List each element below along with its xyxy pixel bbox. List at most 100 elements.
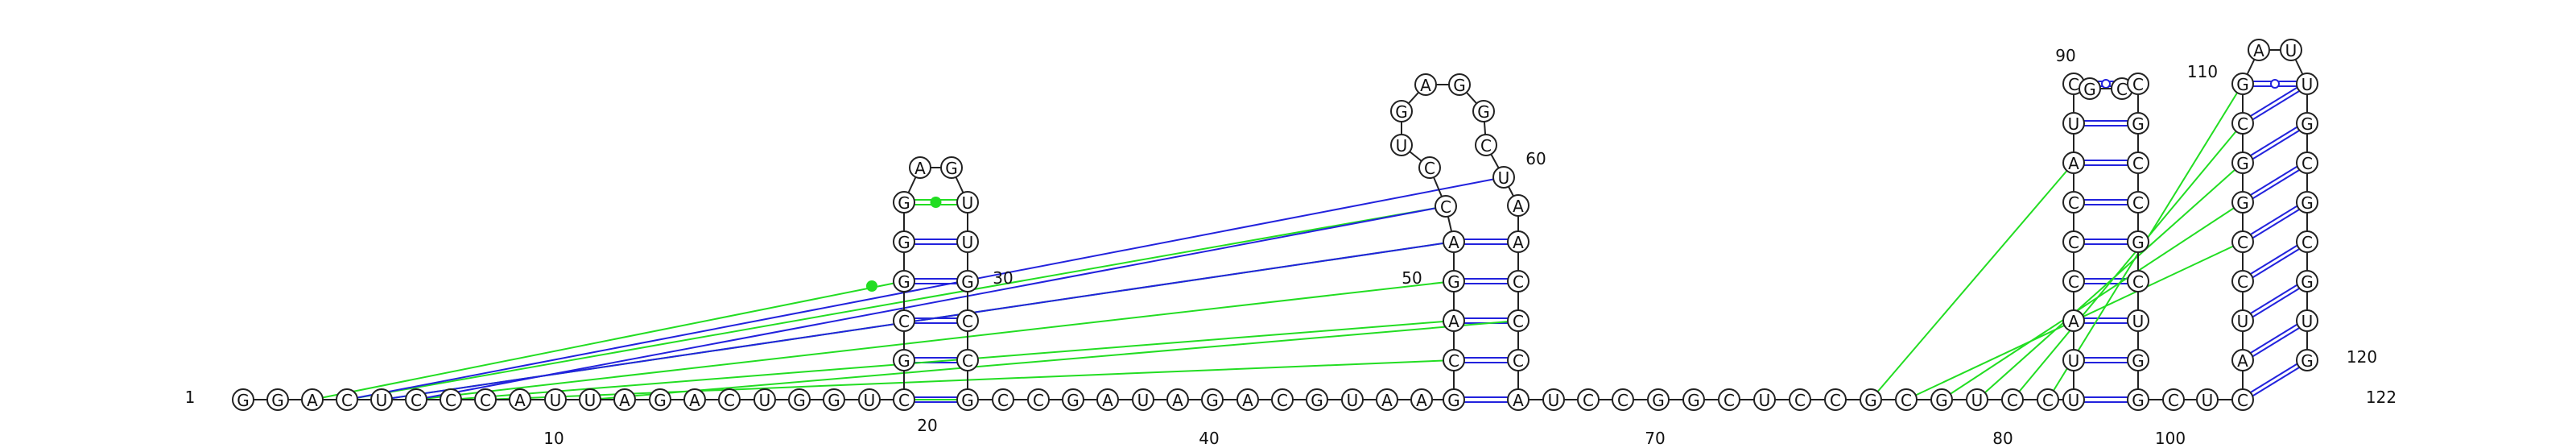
nucleotide-circle [1542, 388, 1565, 411]
nucleotide-circle [1166, 388, 1189, 411]
nucleotide-letter: C [2237, 114, 2248, 134]
nucleotide-letter: G [2083, 80, 2096, 99]
nucleotide: G [2127, 349, 2149, 371]
nucleotide-circle [2127, 230, 2149, 253]
nucleotide-circle [1271, 388, 1294, 411]
nucleotide-circle [956, 230, 979, 253]
nucleotide-letter: U [1137, 391, 1150, 410]
nucleotide-letter: C [1794, 391, 1806, 410]
nucleotide-circle [2127, 349, 2149, 371]
nucleotide: C [1895, 388, 1918, 411]
nucleotide: A [2231, 349, 2254, 371]
nucleotide: G [956, 388, 979, 411]
nucleotide: U [2296, 73, 2318, 95]
nucleotide: G [2231, 73, 2254, 95]
nucleotide: C [474, 388, 497, 411]
nucleotide-letter: U [2301, 75, 2314, 94]
nucleotide-circle [2296, 309, 2318, 332]
nucleotide-circle [893, 388, 915, 411]
nucleotide-letter: U [2285, 41, 2297, 60]
nucleotide: G [893, 230, 915, 253]
nucleotide-circle [1577, 388, 1600, 411]
position-label-60: 60 [1525, 149, 1546, 168]
nucleotide: G [2231, 191, 2254, 214]
nucleotide-circle [1860, 388, 1882, 411]
wobble-pair-marker [2101, 79, 2111, 89]
nucleotide-circle [683, 388, 706, 411]
nucleotide-circle [2062, 112, 2085, 135]
nucleotide: G [893, 270, 915, 292]
nucleotide-circle [858, 388, 881, 411]
nucleotide: A [2248, 39, 2270, 61]
nucleotide: G [1860, 388, 1882, 411]
nucleotide-circle [2248, 39, 2270, 61]
nucleotide-letter: G [2301, 272, 2314, 292]
nucleotide-letter: A [1513, 197, 1524, 216]
nucleotide: C [992, 388, 1014, 411]
nucleotide-circle [2127, 191, 2149, 214]
base-pair-line [2242, 204, 2308, 245]
nucleotide-letter: U [1498, 168, 1510, 188]
nucleotide-letter: A [1416, 391, 1427, 410]
nucleotide: A [2062, 151, 2085, 174]
nucleotide: A [1507, 388, 1530, 411]
tertiary-link [485, 359, 1455, 400]
nucleotide-letter: C [962, 351, 973, 371]
nucleotide-letter: G [1447, 272, 1460, 292]
nucleotide-circle [2162, 388, 2185, 411]
nucleotide-circle [2296, 349, 2318, 371]
nucleotide-circle [956, 270, 979, 292]
tertiary-link [312, 280, 905, 400]
nucleotide-circle [2062, 388, 2085, 411]
nucleotide: U [544, 388, 567, 411]
nucleotide: C [1027, 388, 1050, 411]
nucleotide-circle [2127, 388, 2149, 411]
nucleotide-letter: U [376, 391, 388, 410]
nucleotide-letter: U [2301, 312, 2314, 331]
nucleotide-letter: C [1513, 312, 1524, 331]
nucleotide-letter: C [1901, 391, 1912, 410]
nucleotide-circle [2296, 270, 2318, 292]
position-label-40: 40 [1199, 429, 1219, 448]
nucleotide-letter: G [898, 233, 910, 252]
nucleotide-letter: G [1935, 391, 1948, 410]
base-pair-line [2242, 120, 2308, 161]
nucleotide-circle [1507, 194, 1530, 217]
tertiary-link [450, 320, 1455, 400]
nucleotide-circle [992, 388, 1014, 411]
nucleotide-letter: C [1033, 391, 1044, 410]
position-label-122: 122 [2366, 388, 2396, 407]
nucleotide-circle [2231, 270, 2254, 292]
nucleotide-letter: A [1420, 76, 1431, 95]
nucleotide: G [2296, 191, 2318, 214]
base-pair-line [2242, 85, 2308, 127]
nucleotide: U [2062, 349, 2085, 371]
base-pair-line [2242, 317, 2308, 359]
position-label-10: 10 [543, 429, 564, 448]
nucleotide-circle [2062, 191, 2085, 214]
nucleotide: C [1789, 388, 1811, 411]
nucleotide: C [2127, 191, 2149, 214]
nucleotide: C [1577, 388, 1600, 411]
nucleotide: G [940, 156, 963, 179]
nucleotide: G [1448, 73, 1471, 96]
position-label-100: 100 [2155, 429, 2186, 448]
nucleotide: G [1930, 388, 1953, 411]
position-label-30: 30 [993, 268, 1013, 288]
nucleotide-letter: C [2068, 75, 2079, 94]
nucleotide: U [2296, 309, 2318, 332]
nucleotide-circle [579, 388, 601, 411]
nucleotide-letter: U [550, 391, 562, 410]
nucleotide: A [1443, 309, 1465, 332]
nucleotide-letter: G [654, 391, 667, 410]
nucleotide-letter: G [1687, 391, 1700, 410]
nucleotide-letter: G [2132, 391, 2145, 410]
nucleotide-circle [1390, 134, 1413, 156]
nucleotide: C [1824, 388, 1847, 411]
nucleotide-circle [2231, 349, 2254, 371]
nucleotide: U [2062, 112, 2085, 135]
nucleotide: A [1376, 388, 1398, 411]
nucleotide-circle [1443, 230, 1465, 253]
nucleotide-letter: A [1448, 233, 1459, 252]
base-pair-line [2242, 81, 2308, 122]
